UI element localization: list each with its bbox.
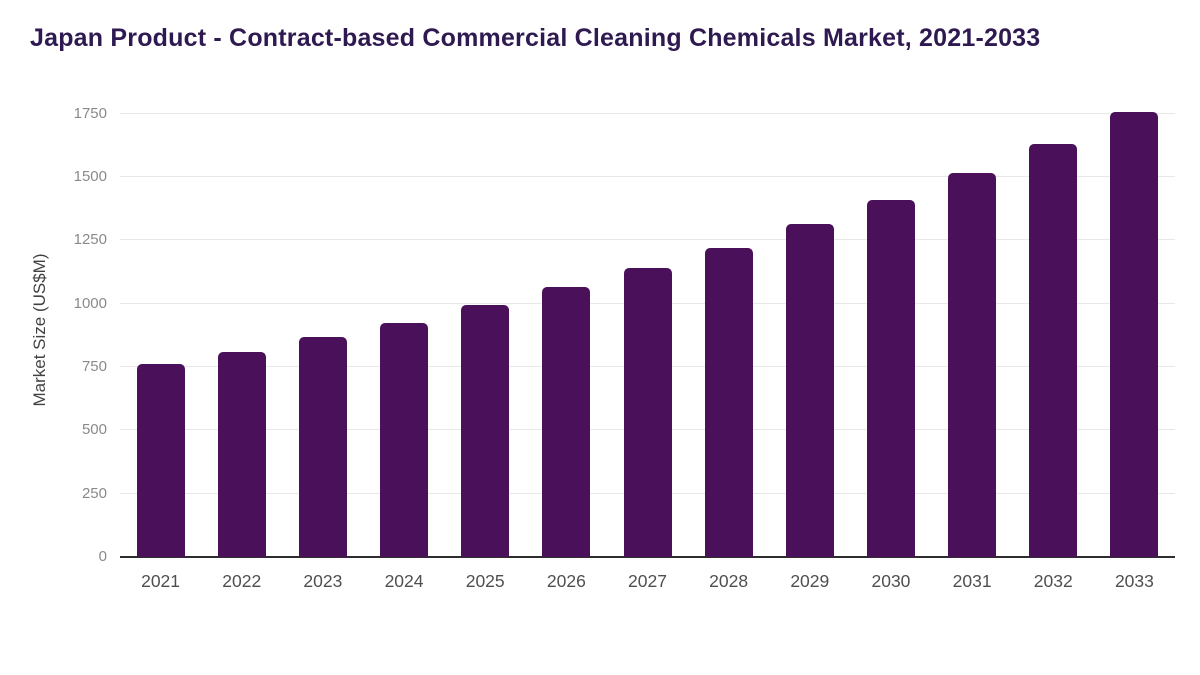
y-tick-label: 0	[98, 548, 107, 565]
bar-2024	[380, 322, 429, 557]
bar-2032	[1029, 144, 1078, 557]
y-tick-label: 1750	[73, 104, 107, 122]
x-tick-label-2023: 2023	[303, 571, 343, 591]
x-tick-label-2025: 2025	[465, 571, 505, 591]
bar-2028	[704, 247, 753, 557]
bar-2027	[623, 268, 672, 557]
x-tick-label-2022: 2022	[222, 571, 262, 591]
footer: https://www.grandviewresearch.com/horizo…	[0, 610, 1200, 675]
bar-2029	[785, 223, 834, 557]
x-tick-label-2026: 2026	[546, 571, 586, 591]
x-tick-label-2029: 2029	[790, 571, 830, 591]
y-tick-label: 1500	[73, 168, 107, 185]
y-tick-label: 1000	[73, 294, 107, 312]
x-tick-label-2024: 2024	[384, 571, 424, 591]
y-tick-label: 750	[81, 358, 107, 375]
bar-2022	[217, 351, 266, 557]
plot-area	[120, 101, 1175, 558]
x-tick-label-2032: 2032	[1033, 571, 1073, 591]
gridline	[120, 176, 1175, 177]
bar-2021	[136, 364, 185, 557]
y-tick-label: 1250	[73, 231, 107, 249]
bar-2031	[948, 173, 997, 557]
y-tick-label: 250	[81, 484, 107, 502]
bar-2030	[866, 199, 915, 557]
x-tick-label-2021: 2021	[141, 571, 181, 591]
bar-2023	[298, 336, 347, 557]
x-tick-label-2027: 2027	[628, 571, 667, 591]
x-tick-label-2031: 2031	[952, 571, 992, 591]
x-axis-line	[120, 556, 1175, 558]
y-tick-label: 500	[81, 421, 107, 439]
bar-2026	[542, 287, 591, 557]
gridline	[120, 112, 1175, 114]
x-tick-label-2030: 2030	[871, 571, 911, 591]
gridline	[120, 239, 1175, 241]
x-tick-label-2033: 2033	[1114, 571, 1154, 591]
bar-2033	[1110, 112, 1159, 557]
y-axis-tick-labels: 0 250 500 750 1000 1250 1500 1750	[0, 0, 107, 675]
x-tick-label-2028: 2028	[709, 571, 749, 591]
page-title: Japan Product - Contract-based Commercia…	[30, 24, 1041, 52]
bar-2025	[461, 304, 510, 557]
